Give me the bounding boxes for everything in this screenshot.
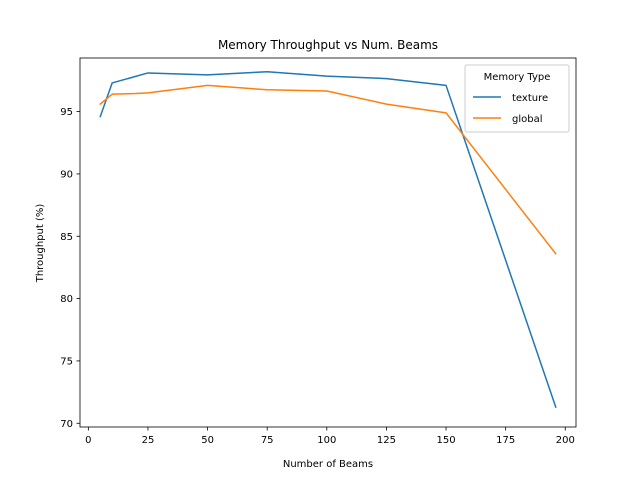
plot-area xyxy=(99,70,557,409)
x-tick-label: 175 xyxy=(496,435,515,446)
legend-label-texture: texture xyxy=(512,93,548,104)
y-tick-label: 95 xyxy=(60,107,73,118)
y-tick-label: 85 xyxy=(60,232,73,243)
y-tick-label: 70 xyxy=(60,419,73,430)
series-line-global xyxy=(99,84,557,255)
legend-box xyxy=(464,64,570,133)
x-tick-label: 200 xyxy=(556,435,575,446)
chart-title: Memory Throughput vs Num. Beams xyxy=(218,38,438,52)
y-tick-label: 90 xyxy=(60,169,73,180)
x-tick-label: 100 xyxy=(317,435,336,446)
series-line-texture xyxy=(99,70,557,409)
x-tick-label: 75 xyxy=(261,435,274,446)
legend-label-global: global xyxy=(512,114,543,125)
x-tick-label: 125 xyxy=(377,435,396,446)
legend: Memory Type texture global xyxy=(464,64,570,133)
x-tick-label: 50 xyxy=(201,435,214,446)
x-tick-label: 150 xyxy=(436,435,455,446)
y-axis-title: Throughput (%) xyxy=(35,204,46,284)
x-tick-label: 25 xyxy=(142,435,155,446)
y-tick-label: 80 xyxy=(60,294,73,305)
axes-frame xyxy=(79,57,577,428)
y-tick-label: 75 xyxy=(60,356,73,367)
x-tick-label: 0 xyxy=(85,435,91,446)
legend-title: Memory Type xyxy=(484,72,551,83)
x-axis-title: Number of Beams xyxy=(283,459,373,470)
axes: 0 25 50 75 100 125 150 175 200 70 75 80 85 90 95 xyxy=(60,57,577,446)
